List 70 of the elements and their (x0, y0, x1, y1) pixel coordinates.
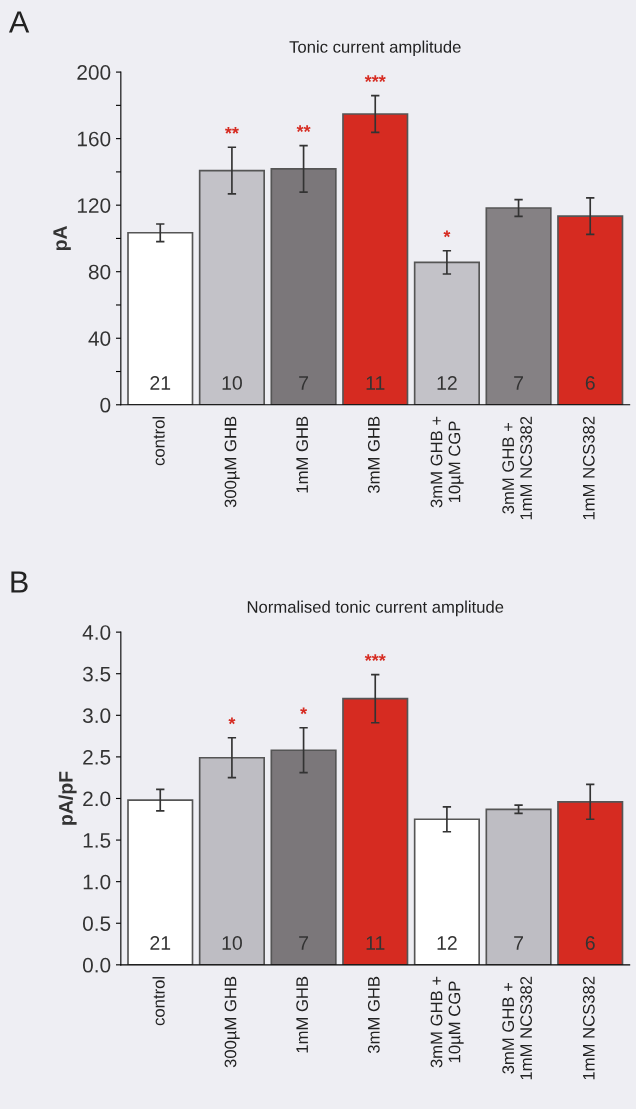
y-axis-title: pA (53, 225, 71, 251)
x-tick-label: 3mM GHB + 10µM CGP (430, 976, 464, 1068)
annotation: ** (296, 125, 311, 132)
bar (557, 215, 624, 405)
y-tick-label: 1.0 (83, 874, 111, 890)
annotation: *** (364, 75, 386, 83)
y-tick-label: 4.0 (82, 625, 111, 640)
annotation: 12 (437, 376, 457, 390)
x-tick-label: 300µM GHB (224, 976, 240, 1068)
y-axis-title: pA/pF (58, 771, 77, 825)
chart-title: Normalised tonic current amplitude (247, 600, 504, 617)
x-tick-label: control (152, 417, 165, 466)
y-tick-label: 160 (77, 131, 111, 147)
annotation: 7 (514, 936, 523, 950)
y-tick-label: 40 (88, 331, 111, 346)
bar (342, 113, 409, 405)
annotation: 21 (150, 936, 171, 950)
annotation: 7 (299, 376, 309, 390)
bar (270, 749, 337, 965)
annotation: 7 (299, 936, 309, 950)
y-tick-label: 80 (88, 264, 111, 280)
y-tick-label: 120 (77, 198, 111, 213)
chart-title: Tonic current amplitude (289, 40, 461, 57)
x-tick-label: 3mM GHB (367, 976, 380, 1054)
x-tick-label: 3mM GHB + 10µM CGP (430, 416, 464, 508)
bar (413, 818, 480, 965)
y-tick-label: 3.5 (82, 666, 111, 682)
bar (270, 168, 337, 405)
bar (557, 800, 624, 965)
text: A (8, 11, 30, 33)
y-tick-label: 0.5 (82, 916, 111, 931)
annotation: 6 (585, 936, 595, 950)
annotation: ** (224, 126, 239, 134)
y-tick-label: 2.5 (83, 749, 111, 765)
bar (342, 697, 409, 965)
annotation: * (228, 717, 236, 725)
annotation: 10 (222, 376, 242, 390)
x-tick-label: 3mM GHB + 1mM NCS382 (502, 416, 533, 520)
y-tick-label: 1.5 (83, 833, 111, 848)
y-tick-label: 2.0 (83, 791, 111, 807)
y-tick-label: 0.0 (82, 957, 111, 973)
y-tick-label: 0 (100, 397, 111, 413)
annotation: 11 (366, 936, 385, 950)
bar (127, 799, 194, 965)
x-tick-label: 1mM NCS382 (582, 976, 595, 1080)
x-tick-label: 3mM GHB + 1mM NCS382 (502, 976, 533, 1080)
bar (413, 261, 480, 405)
x-tick-label: 1mM GHB (296, 976, 309, 1053)
bar (485, 808, 552, 965)
y-tick-label: 3.0 (82, 708, 111, 724)
annotation: 21 (150, 376, 171, 390)
annotation: 7 (514, 376, 523, 390)
y-tick-label: 200 (77, 65, 111, 80)
annotation: * (443, 230, 451, 238)
annotation: 10 (222, 936, 242, 950)
bar (198, 756, 265, 965)
x-tick-label: 3mM GHB (367, 416, 380, 494)
bar (127, 231, 194, 405)
annotation: *** (364, 654, 386, 661)
bar (198, 169, 265, 405)
x-tick-label: control (152, 977, 165, 1026)
x-tick-label: 1mM GHB (296, 416, 309, 493)
x-tick-label: 300µM GHB (224, 416, 240, 508)
annotation: 12 (437, 936, 457, 950)
annotation: 11 (366, 376, 385, 390)
bar (485, 207, 552, 405)
text: B (11, 571, 28, 593)
annotation: 6 (585, 376, 595, 390)
x-tick-label: 1mM NCS382 (582, 416, 595, 520)
annotation: * (300, 707, 308, 715)
